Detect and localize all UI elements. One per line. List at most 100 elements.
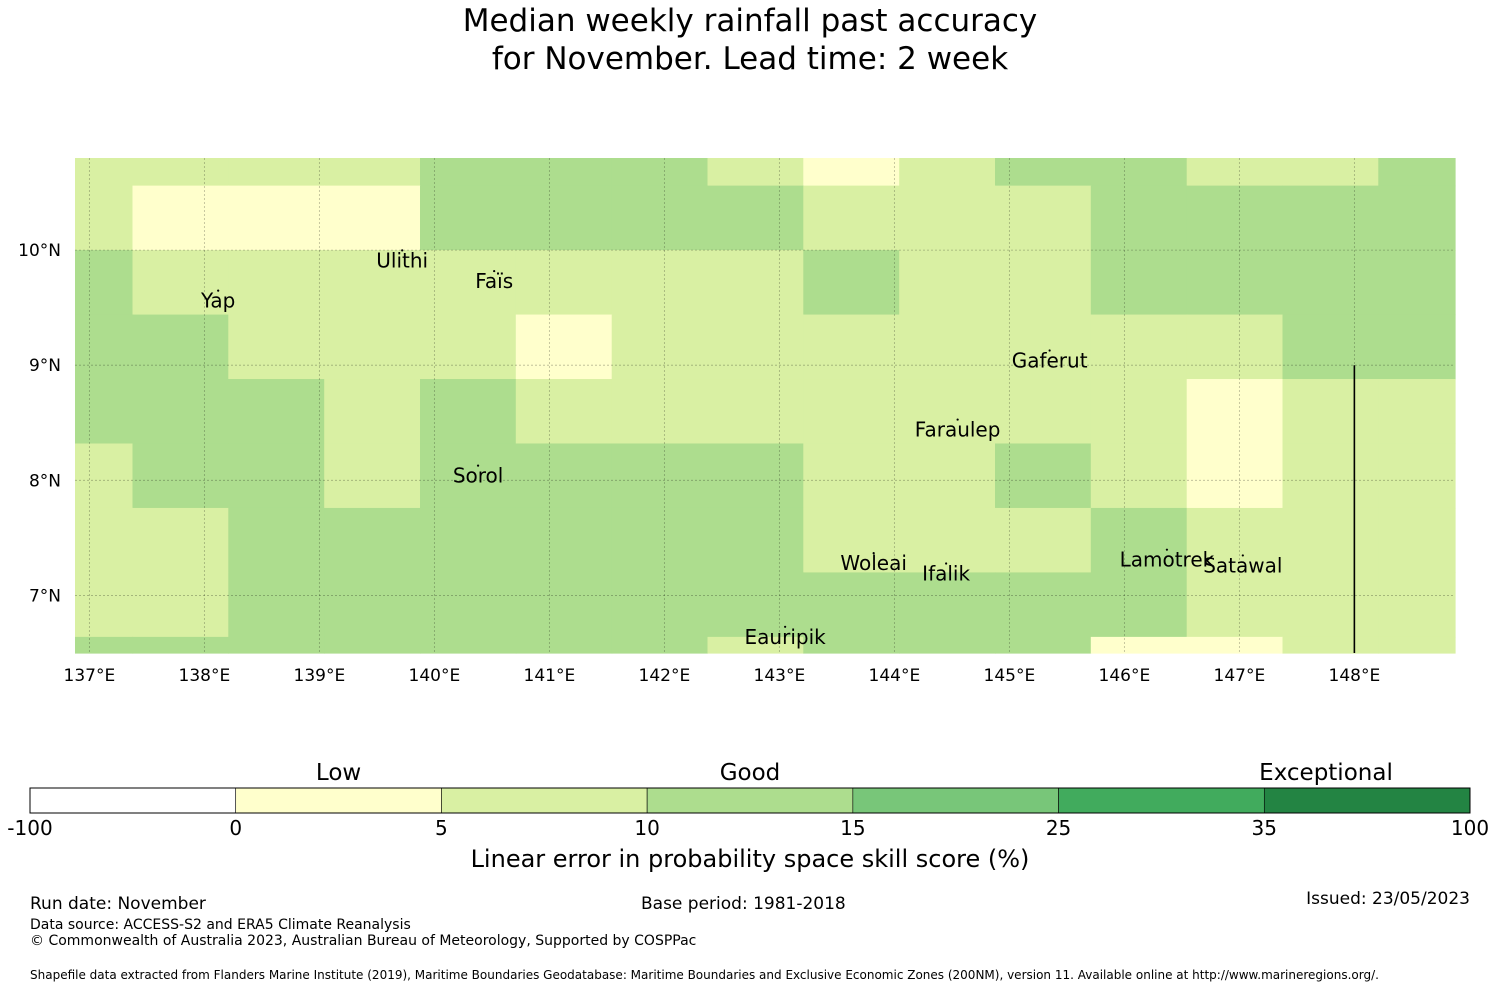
grid-cell bbox=[324, 250, 421, 316]
island-marker bbox=[784, 625, 787, 628]
grid-cell bbox=[803, 636, 900, 654]
grid-cell bbox=[515, 185, 613, 251]
place-label: Sorol bbox=[453, 464, 504, 488]
lon-tick-label: 148°E bbox=[1329, 666, 1381, 686]
grid-cell bbox=[132, 379, 229, 445]
grid-cell bbox=[1282, 250, 1379, 316]
colorbar-bin bbox=[646, 787, 854, 814]
grid-cell bbox=[611, 507, 709, 574]
grid-cell bbox=[420, 314, 517, 380]
colorbar-bin bbox=[852, 787, 1059, 814]
place-label: Ifalik bbox=[922, 561, 970, 585]
grid-cell bbox=[707, 314, 804, 380]
grid-cell bbox=[132, 636, 229, 654]
lat-tick-label: 10°N bbox=[18, 241, 61, 261]
grid-cell bbox=[995, 314, 1092, 380]
lat-tick-label: 7°N bbox=[29, 586, 61, 606]
grid-cell bbox=[1186, 443, 1284, 509]
colorbar-tick-label: -100 bbox=[7, 816, 53, 840]
grid-cell bbox=[420, 636, 517, 654]
colorbar-category-label: Good bbox=[719, 760, 781, 786]
grid-cell bbox=[132, 443, 229, 509]
grid-cell bbox=[324, 158, 421, 187]
colorbar-category-label: Exceptional bbox=[1259, 760, 1393, 786]
grid-cell bbox=[803, 507, 900, 574]
colorbar-tick-label: 10 bbox=[634, 816, 660, 840]
grid-cell bbox=[324, 379, 421, 445]
grid-cell bbox=[1186, 158, 1284, 187]
lon-tick-label: 143°E bbox=[754, 666, 806, 686]
grid-cell bbox=[611, 572, 709, 638]
grid-cell bbox=[899, 507, 996, 574]
colorbar-bin bbox=[441, 787, 648, 814]
grid-cell bbox=[324, 636, 421, 654]
grid-cell bbox=[707, 158, 804, 187]
grid-cell bbox=[420, 507, 517, 574]
lon-tick-label: 147°E bbox=[1214, 666, 1266, 686]
grid-cell bbox=[899, 636, 996, 654]
place-label: Ulithi bbox=[376, 248, 428, 272]
grid-cell bbox=[899, 314, 996, 380]
island-marker bbox=[956, 418, 959, 421]
grid-cell bbox=[1282, 314, 1379, 380]
place-label: Gaferut bbox=[1012, 349, 1088, 373]
grid-cell bbox=[515, 379, 613, 445]
axis-tick-labels: 137°E 138°E 139°E 140°E 141°E 142°E 143°E 144°E… bbox=[18, 241, 1380, 686]
grid-cell bbox=[803, 314, 900, 380]
grid-cell bbox=[1186, 572, 1284, 638]
grid-cell bbox=[1378, 314, 1456, 380]
lon-tick-label: 145°E bbox=[984, 666, 1036, 686]
grid-cell bbox=[1282, 572, 1379, 638]
colorbar-bin bbox=[235, 787, 442, 814]
grid-cell bbox=[899, 443, 996, 509]
lon-tick-label: 141°E bbox=[524, 666, 576, 686]
grid-cell bbox=[899, 572, 996, 638]
island-marker bbox=[493, 269, 496, 273]
colorbar bbox=[29, 787, 1471, 814]
grid-cell bbox=[611, 158, 709, 187]
grid-cell bbox=[1282, 507, 1379, 574]
grid-cell bbox=[1282, 158, 1379, 187]
grid-cell bbox=[132, 572, 229, 638]
colorbar-tick-label: 15 bbox=[840, 816, 866, 840]
grid-cell bbox=[420, 185, 517, 251]
grid-cell bbox=[228, 379, 325, 445]
place-labels: Ulithi Faïs Yap Gaferut Faraulep Sorol Woleai I… bbox=[200, 248, 1282, 648]
grid-cell bbox=[324, 314, 421, 380]
place-label: Faraulep bbox=[915, 418, 1001, 442]
lon-tick-label: 137°E bbox=[64, 666, 116, 686]
grid-cell bbox=[228, 443, 325, 509]
colorbar-bin bbox=[1263, 787, 1471, 814]
lon-tick-label: 142°E bbox=[639, 666, 691, 686]
grid-cell bbox=[1282, 379, 1379, 445]
grid-cell bbox=[75, 443, 134, 509]
grid-cell bbox=[611, 314, 709, 380]
lon-tick-label: 139°E bbox=[294, 666, 346, 686]
copyright: © Commonwealth of Australia 2023, Austra… bbox=[30, 933, 697, 949]
grid-cell bbox=[1186, 250, 1284, 316]
grid-cell bbox=[420, 250, 517, 316]
lat-tick-label: 8°N bbox=[29, 471, 61, 491]
grid-cell bbox=[611, 379, 709, 445]
grid-cell bbox=[324, 572, 421, 638]
grid-cell bbox=[515, 507, 613, 574]
grid-cell bbox=[995, 636, 1092, 654]
rainfall-accuracy-map: Ulithi Faïs Yap Gaferut Faraulep Sorol Woleai I… bbox=[18, 158, 1456, 686]
grid-cell bbox=[1090, 379, 1188, 445]
island-marker bbox=[1048, 349, 1051, 352]
base-period: Base period: 1981-2018 bbox=[641, 894, 846, 914]
lon-tick-label: 144°E bbox=[869, 666, 921, 686]
grid-cell bbox=[1378, 379, 1456, 445]
grid-cell bbox=[515, 572, 613, 638]
lon-tick-label: 140°E bbox=[409, 666, 461, 686]
grid-cell bbox=[515, 250, 613, 316]
grid-cell bbox=[75, 158, 134, 187]
grid-cell bbox=[420, 158, 517, 187]
grid-cell bbox=[228, 250, 325, 316]
grid-cell bbox=[515, 636, 613, 654]
title-line-1: Median weekly rainfall past accuracy bbox=[462, 3, 1038, 39]
colorbar-tick-label: 25 bbox=[1045, 816, 1072, 840]
grid-cell bbox=[1090, 158, 1188, 187]
island-marker bbox=[476, 464, 480, 467]
island-marker bbox=[401, 249, 404, 252]
